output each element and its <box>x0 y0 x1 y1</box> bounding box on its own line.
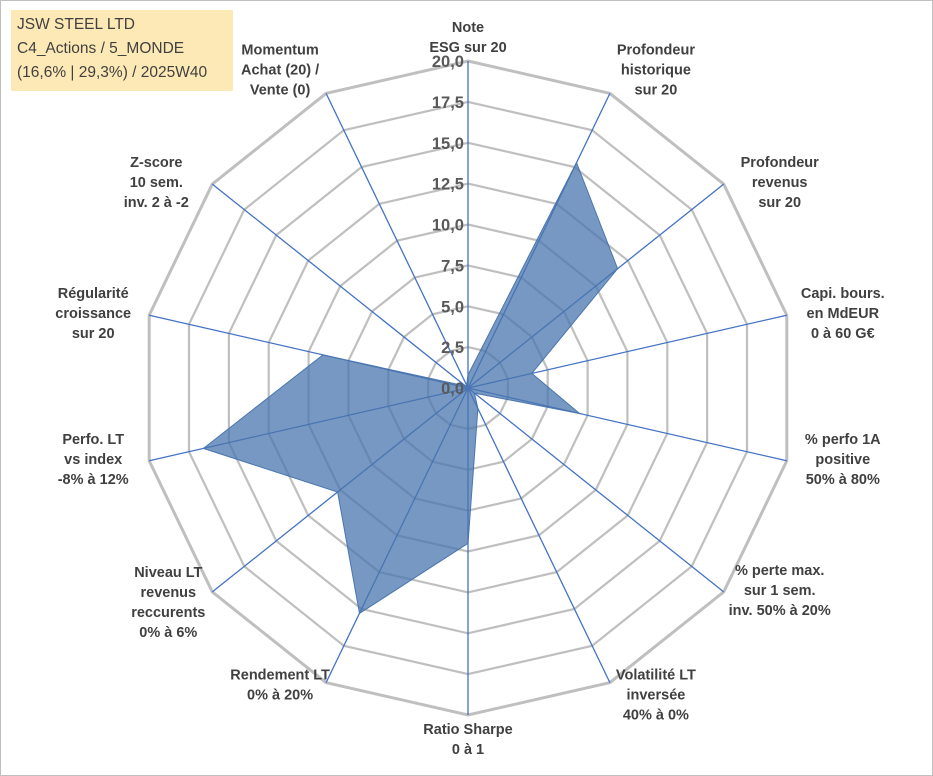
tick-label: 10,0 <box>432 217 464 235</box>
axis-label: Perfo. LT vs index -8% à 12% <box>58 432 129 488</box>
label-layer: Note ESG sur 20 Profondeur historique sur 20… <box>55 20 884 758</box>
tick-label: 7,5 <box>441 257 464 275</box>
axis-label-line: Capi. bours. <box>801 286 885 302</box>
axis-label-line: inv. 2 à -2 <box>124 195 189 211</box>
axis-label: Rendement LT 0% à 20% <box>230 668 330 704</box>
axis-label-line: % perfo 1A <box>805 432 881 448</box>
axis-label-line: 0% à 6% <box>139 625 197 641</box>
info-box: JSW STEEL LTD C4_Actions / 5_MONDE (16,6… <box>11 10 233 91</box>
axis-label-line: en MdEUR <box>807 306 880 322</box>
axis-label: Profondeur historique sur 20 <box>617 42 695 98</box>
tick-label: 17,5 <box>432 94 464 112</box>
axis-label-line: vs index <box>64 452 122 468</box>
tick-label: 2,5 <box>441 339 464 357</box>
axis-label-line: Profondeur <box>617 42 695 58</box>
axis-label-line: 0 à 60 G€ <box>811 326 875 342</box>
axis-label-line: revenus <box>140 585 196 601</box>
series-layer <box>202 161 619 615</box>
axis-label-line: sur 20 <box>635 82 678 98</box>
axis-label-line: Perfo. LT <box>62 432 124 448</box>
axis-label-line: Vente (0) <box>250 82 311 98</box>
tick-label: 15,0 <box>432 135 464 153</box>
axis-label: % perte max. sur 1 sem. inv. 50% à 20% <box>729 563 831 619</box>
axis-label: Volatilité LT inversée 40% à 0% <box>616 668 696 724</box>
axis-label-line: Niveau LT <box>134 565 202 581</box>
axis-label: Régularité croissance sur 20 <box>55 286 131 342</box>
axis-label: Capi. bours. en MdEUR 0 à 60 G€ <box>801 286 885 342</box>
info-stats: (16,6% | 29,3%) / 2025W40 <box>17 64 208 81</box>
axis-label-line: revenus <box>752 175 808 191</box>
axis-label: Niveau LT revenus reccurents 0% à 6% <box>131 565 205 641</box>
axis-spoke <box>211 183 469 389</box>
axis-label-line: Note <box>452 20 484 36</box>
axis-spoke <box>325 93 469 389</box>
axis-label-line: -8% à 12% <box>58 472 129 488</box>
axis-label-line: 0 à 1 <box>452 742 484 758</box>
axis-label-line: Momentum <box>241 42 318 58</box>
axis-label: Note ESG sur 20 <box>429 20 506 56</box>
tick-layer: 0,0 2,5 5,0 7,5 10,0 12,5 15,0 17,5 20,0 <box>432 53 464 398</box>
axis-label-line: 50% à 80% <box>806 472 880 488</box>
axis-label-line: Z-score <box>130 155 182 171</box>
axis-label-line: % perte max. <box>735 563 824 579</box>
axis-label: % perfo 1A positive 50% à 80% <box>805 432 881 488</box>
axis-label-line: croissance <box>55 306 131 322</box>
axis-label-line: positive <box>815 452 870 468</box>
tick-label: 12,5 <box>432 176 464 194</box>
axis-label-line: Ratio Sharpe <box>423 722 512 738</box>
axis-spoke <box>467 387 725 593</box>
axis-label-line: Volatilité LT <box>616 668 696 684</box>
axis-label-line: 0% à 20% <box>247 688 313 704</box>
info-company-name: JSW STEEL LTD <box>17 16 135 33</box>
info-universe: C4_Actions / 5_MONDE <box>17 40 185 57</box>
axis-label: Profondeur revenus sur 20 <box>741 155 819 211</box>
axis-label-line: 40% à 0% <box>623 708 689 724</box>
series-area <box>202 161 619 615</box>
axis-label-line: 10 sem. <box>130 175 183 191</box>
axis-label-line: sur 20 <box>72 326 115 342</box>
tick-label: 0,0 <box>441 380 464 398</box>
axis-label-line: Rendement LT <box>230 668 330 684</box>
axis-label-line: ESG sur 20 <box>429 40 506 56</box>
axis-label-line: reccurents <box>131 605 205 621</box>
axis-label-line: inv. 50% à 20% <box>729 603 831 619</box>
axis-label: Ratio Sharpe 0 à 1 <box>423 722 512 758</box>
axis-label-line: sur 1 sem. <box>744 583 816 599</box>
tick-label: 20,0 <box>432 53 464 71</box>
axis-spoke <box>467 387 611 683</box>
axis-label-line: Achat (20) / <box>241 62 319 78</box>
axis-label-line: Régularité <box>58 286 129 302</box>
axis-label-line: sur 20 <box>758 195 801 211</box>
axis-label: Z-score 10 sem. inv. 2 à -2 <box>124 155 189 211</box>
axis-label-line: historique <box>621 62 691 78</box>
tick-label: 5,0 <box>441 298 464 316</box>
axis-label-line: Profondeur <box>741 155 819 171</box>
axis-label-line: inversée <box>626 688 685 704</box>
axis-label: Momentum Achat (20) / Vente (0) <box>241 42 319 98</box>
